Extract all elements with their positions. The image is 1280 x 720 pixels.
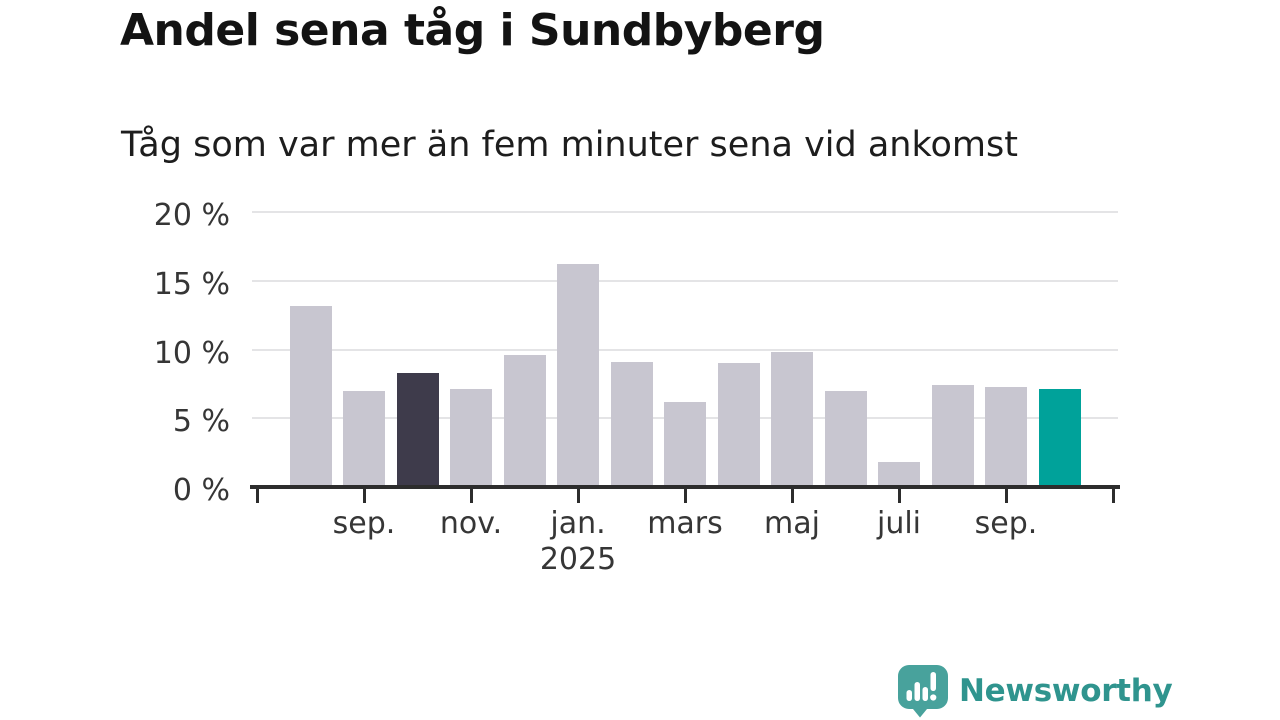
bar-maj-2025 bbox=[771, 352, 813, 487]
bar-jan-2025 bbox=[557, 264, 599, 487]
x-axis-tick bbox=[255, 489, 259, 503]
x-axis-tick bbox=[362, 489, 366, 503]
bar-mars-2025 bbox=[664, 401, 706, 487]
y-axis-tick-label: 10 % bbox=[153, 335, 230, 371]
bar-feb-2025 bbox=[610, 361, 653, 487]
bar-aug-2025 bbox=[931, 385, 974, 487]
newsworthy-brand-link[interactable]: Newsworthy bbox=[896, 664, 1173, 718]
x-axis-tick-label: sep. bbox=[974, 506, 1038, 541]
bar-okt-2024 bbox=[396, 372, 439, 487]
bar-aug-2024 bbox=[289, 305, 332, 487]
bar-apr-2025 bbox=[717, 363, 760, 487]
x-axis-tick bbox=[790, 489, 794, 503]
chart-subtitle: Tåg som var mer än fem minuter sena vid … bbox=[121, 125, 1018, 165]
x-axis-tick-label: sep. bbox=[332, 506, 396, 541]
y-axis-tick-label: 5 % bbox=[172, 404, 230, 440]
y-axis-tick-label: 0 % bbox=[172, 473, 230, 508]
x-axis-tick-label: juli bbox=[876, 506, 922, 541]
bar-dec-2024 bbox=[503, 355, 546, 487]
x-axis-tick-label: nov. bbox=[439, 506, 503, 541]
bar-sep-2025 bbox=[985, 386, 1027, 487]
brand-name: Newsworthy bbox=[959, 673, 1173, 709]
x-axis-line bbox=[250, 485, 1120, 489]
x-axis-tick-label: jan. 2025 bbox=[508, 506, 648, 578]
x-axis-tick bbox=[683, 489, 687, 503]
bar-sep-2024 bbox=[343, 390, 385, 487]
newsworthy-logo-icon bbox=[898, 665, 948, 718]
x-axis-year-label: 2025 bbox=[539, 542, 617, 577]
x-axis-tick-label: mars bbox=[647, 506, 723, 541]
x-axis-tick bbox=[469, 489, 473, 503]
bar-juli-2025 bbox=[878, 462, 920, 487]
y-gridline bbox=[252, 279, 1118, 282]
bar-okt-2025 bbox=[1038, 389, 1081, 487]
x-axis-tick bbox=[1111, 489, 1115, 503]
bar-juni-2025 bbox=[824, 390, 867, 487]
chart-title: Andel sena tåg i Sundbyberg bbox=[120, 5, 825, 56]
y-gridline bbox=[252, 211, 1118, 213]
y-axis-tick-label: 15 % bbox=[153, 266, 230, 302]
x-axis-tick-label: maj bbox=[764, 506, 820, 541]
y-gridline bbox=[252, 348, 1118, 351]
x-axis-tick bbox=[576, 489, 580, 503]
bar-nov-2024 bbox=[450, 389, 492, 487]
x-axis-tick bbox=[897, 489, 901, 503]
x-axis-tick bbox=[1004, 489, 1008, 503]
y-axis-tick-label: 20 % bbox=[153, 198, 230, 233]
